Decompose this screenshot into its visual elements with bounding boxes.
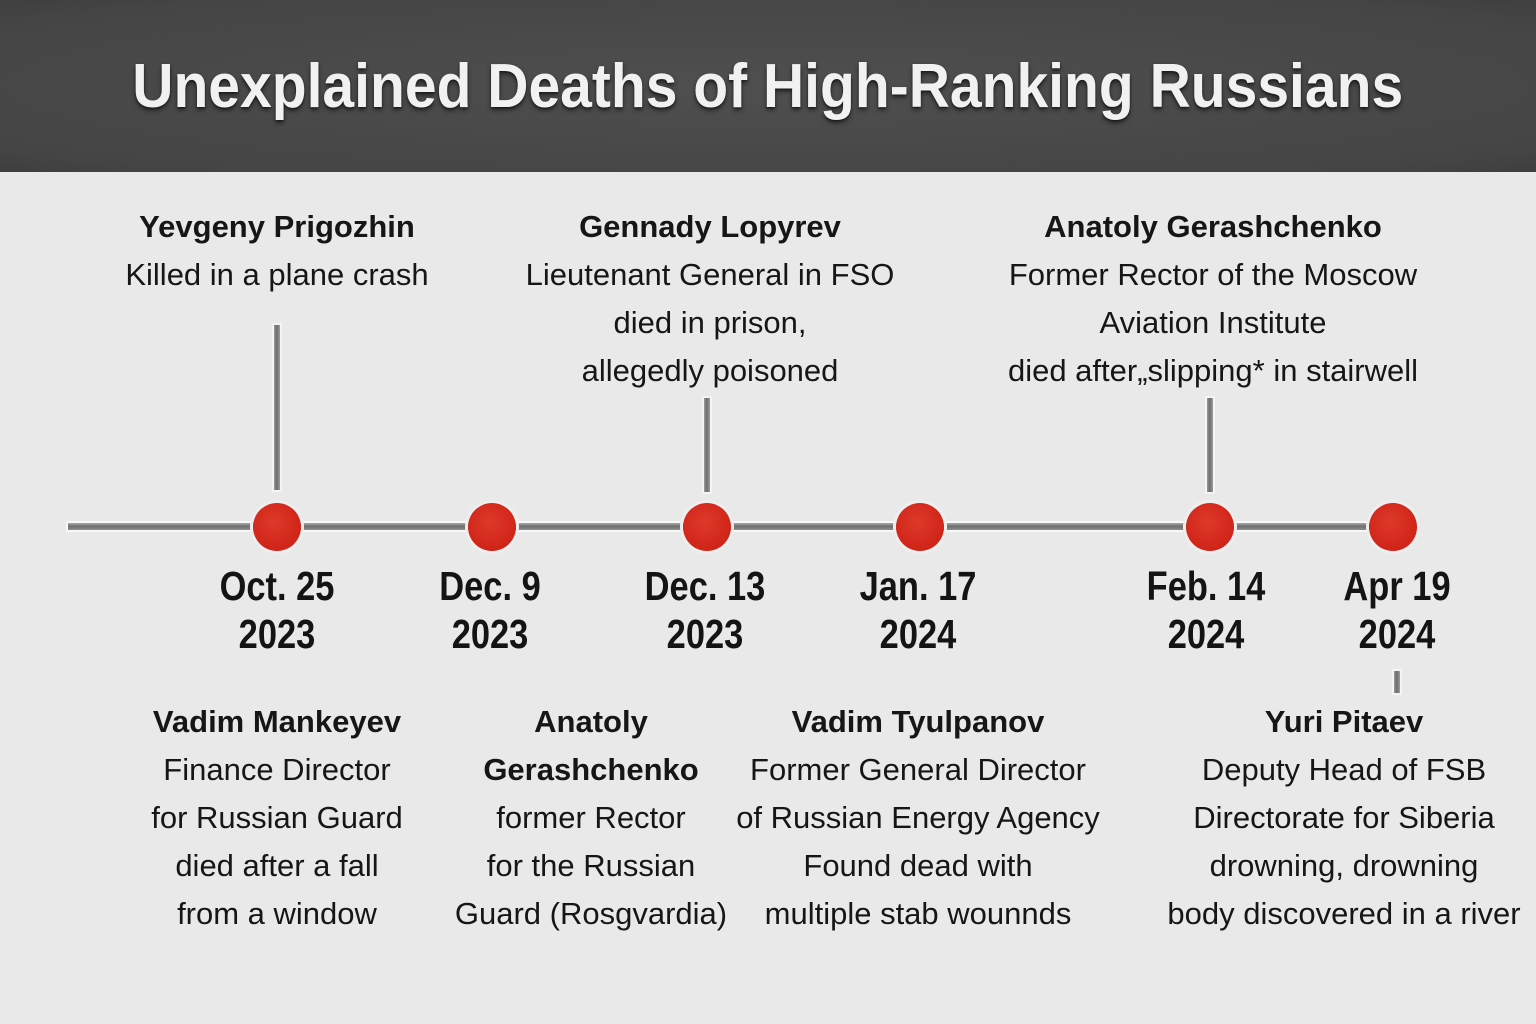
connector-tick-pitaev bbox=[1394, 671, 1400, 693]
date-line: Apr 19 bbox=[1343, 563, 1451, 609]
person-name: Anatoly bbox=[534, 704, 648, 739]
event-dot-apr19 bbox=[1369, 503, 1417, 551]
person-detail: multiple stab wounnds bbox=[764, 896, 1072, 931]
annotation-below-tyulpanov: Vadim Tyulpanov Former General Director … bbox=[736, 698, 1100, 938]
date-line: Feb. 14 bbox=[1146, 563, 1266, 609]
annotation-below-pitaev: Yuri Pitaev Deputy Head of FSB Directora… bbox=[1167, 698, 1520, 938]
person-detail: Former Rector of the Moscow bbox=[1008, 257, 1418, 292]
person-detail: from a window bbox=[177, 896, 377, 931]
connector-line-prigozhin bbox=[274, 325, 280, 490]
annotation-above-gerashchenko: Anatoly Gerashchenko Former Rector of th… bbox=[1008, 203, 1418, 395]
event-dot-feb14 bbox=[1186, 503, 1234, 551]
timeline-line bbox=[68, 523, 1400, 530]
annotation-below-gerashchenko: Anatoly Gerashchenko former Rector for t… bbox=[455, 698, 727, 938]
person-detail: Found dead with bbox=[803, 848, 1033, 883]
date-year: 2024 bbox=[879, 611, 957, 657]
event-dot-dec9 bbox=[468, 503, 516, 551]
person-detail: died in prison, bbox=[613, 305, 807, 340]
date-year: 2024 bbox=[1167, 611, 1245, 657]
person-detail: Former General Director bbox=[750, 752, 1086, 787]
person-detail: Directorate for Siberia bbox=[1193, 800, 1495, 835]
annotation-above-prigozhin: Yevgeny Prigozhin Killed in a plane cras… bbox=[125, 203, 428, 299]
date-label-dec9: Dec. 9 2023 bbox=[439, 562, 540, 658]
person-name: Gerashchenko bbox=[483, 752, 699, 787]
person-detail: body discovered in a river bbox=[1167, 896, 1521, 931]
person-detail: former Rector bbox=[496, 800, 686, 835]
date-label-oct25: Oct. 25 2023 bbox=[220, 562, 335, 658]
person-detail: allegedly poisoned bbox=[581, 353, 839, 388]
date-year: 2023 bbox=[666, 611, 744, 657]
date-year: 2024 bbox=[1358, 611, 1436, 657]
annotation-below-mankeyev: Vadim Mankeyev Finance Director for Russ… bbox=[151, 698, 403, 938]
person-detail: died after a fall bbox=[175, 848, 379, 883]
connector-line-lopyrev bbox=[704, 398, 710, 492]
person-detail: Lieutenant General in FSO bbox=[525, 257, 895, 292]
person-name: Gennady Lopyrev bbox=[579, 209, 841, 244]
date-line: Jan. 17 bbox=[859, 563, 977, 609]
person-detail: for Russian Guard bbox=[151, 800, 403, 835]
date-line: Dec. 13 bbox=[644, 563, 766, 609]
person-detail: Killed in a plane crash bbox=[125, 257, 429, 292]
date-year: 2023 bbox=[451, 611, 529, 657]
date-label-jan17: Jan. 17 2024 bbox=[860, 562, 977, 658]
connector-line-gerashchenko bbox=[1207, 398, 1213, 492]
person-detail: drowning, drowning bbox=[1209, 848, 1479, 883]
person-detail: for the Russian bbox=[486, 848, 696, 883]
person-name: Vadim Tyulpanov bbox=[791, 704, 1045, 739]
person-name: Yevgeny Prigozhin bbox=[139, 209, 415, 244]
person-name: Yuri Pitaev bbox=[1264, 704, 1424, 739]
person-detail: Finance Director bbox=[163, 752, 391, 787]
person-detail: died after„slipping* in stairwell bbox=[1007, 353, 1419, 388]
date-year: 2023 bbox=[238, 611, 316, 657]
page-title: Unexplained Deaths of High-Ranking Russi… bbox=[132, 51, 1404, 121]
person-detail: Guard (Rosgvardia) bbox=[454, 896, 728, 931]
person-detail: Deputy Head of FSB bbox=[1201, 752, 1487, 787]
annotation-above-lopyrev: Gennady Lopyrev Lieutenant General in FS… bbox=[526, 203, 895, 395]
date-label-feb14: Feb. 14 2024 bbox=[1147, 562, 1266, 658]
person-name: Vadim Mankeyev bbox=[152, 704, 402, 739]
header: Unexplained Deaths of High-Ranking Russi… bbox=[0, 0, 1536, 172]
date-line: Dec. 9 bbox=[439, 563, 541, 609]
person-detail: of Russian Energy Agency bbox=[736, 800, 1100, 835]
event-dot-dec13 bbox=[683, 503, 731, 551]
person-detail: Aviation Institute bbox=[1099, 305, 1327, 340]
event-dot-oct25 bbox=[253, 503, 301, 551]
person-name: Anatoly Gerashchenko bbox=[1044, 209, 1382, 244]
event-dot-jan17 bbox=[896, 503, 944, 551]
date-label-dec13: Dec. 13 2023 bbox=[645, 562, 766, 658]
date-line: Oct. 25 bbox=[219, 563, 335, 609]
date-label-apr19: Apr 19 2024 bbox=[1343, 562, 1450, 658]
